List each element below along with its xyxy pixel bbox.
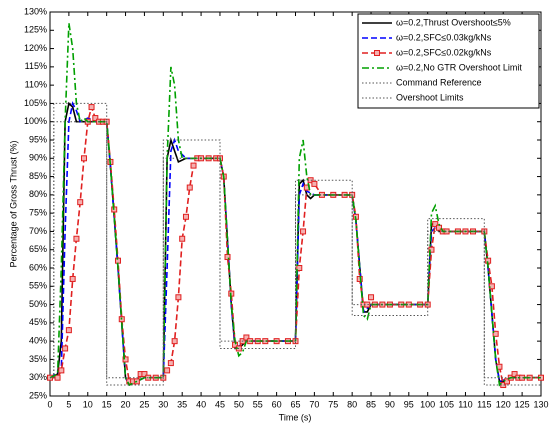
- marker: [65, 327, 72, 334]
- marker: [190, 162, 197, 169]
- y-tick-label: 30%: [29, 372, 47, 382]
- y-axis-label: Percentage of Gross Thrust (%): [8, 141, 18, 268]
- y-tick-label: 35%: [29, 354, 47, 364]
- y-tick-label: 55%: [29, 281, 47, 291]
- marker: [311, 180, 318, 187]
- marker: [186, 184, 193, 191]
- x-tick-label: 100: [420, 399, 435, 409]
- x-tick-label: 45: [215, 399, 225, 409]
- y-tick-label: 110%: [25, 80, 47, 90]
- x-tick-label: 60: [272, 399, 282, 409]
- x-tick-label: 5: [66, 399, 71, 409]
- x-tick-label: 15: [102, 399, 112, 409]
- marker: [58, 367, 65, 374]
- y-tick-label: 95%: [29, 134, 47, 144]
- x-tick-label: 25: [139, 399, 149, 409]
- marker: [300, 228, 307, 235]
- y-tick-label: 120%: [24, 43, 47, 53]
- x-tick-label: 20: [121, 399, 131, 409]
- x-tick-label: 110: [458, 399, 472, 409]
- marker: [432, 221, 439, 228]
- x-tick-label: 55: [253, 399, 263, 409]
- x-tick-label: 65: [290, 399, 300, 409]
- x-tick-label: 105: [439, 399, 454, 409]
- y-tick-label: 90%: [29, 153, 47, 163]
- marker: [511, 371, 518, 378]
- marker: [80, 155, 87, 162]
- x-tick-label: 130: [533, 399, 548, 409]
- marker: [175, 294, 182, 301]
- marker: [428, 246, 435, 253]
- y-tick-label: 50%: [29, 299, 47, 309]
- marker: [164, 367, 171, 374]
- x-tick-label: 50: [234, 399, 244, 409]
- marker: [54, 374, 61, 381]
- x-tick-label: 115: [477, 399, 491, 409]
- x-tick-label: 90: [385, 399, 395, 409]
- x-tick-label: 0: [47, 399, 52, 409]
- y-tick-label: 105%: [24, 98, 47, 108]
- y-tick-label: 100%: [24, 116, 47, 126]
- y-tick-label: 125%: [24, 25, 47, 35]
- legend-label: ω=0.2,No GTR Overshoot Limit: [396, 62, 522, 72]
- marker: [368, 294, 375, 301]
- marker: [224, 254, 231, 261]
- marker: [179, 235, 186, 242]
- series-line: [49, 22, 541, 387]
- marker: [364, 301, 371, 308]
- x-tick-label: 35: [177, 399, 187, 409]
- legend-label: Overshoot Limits: [396, 92, 464, 102]
- x-tick-label: 40: [196, 399, 206, 409]
- legend-label: ω=0.2,SFC≤0.02kg/kNs: [396, 47, 492, 57]
- marker: [182, 213, 189, 220]
- x-tick-label: 85: [366, 399, 376, 409]
- y-tick-label: 70%: [29, 226, 47, 236]
- x-tick-label: 125: [515, 399, 530, 409]
- series-line: [50, 102, 541, 386]
- y-tick-label: 75%: [29, 208, 47, 218]
- x-tick-label: 120: [496, 399, 511, 409]
- y-tick-label: 25%: [29, 390, 47, 400]
- y-tick-label: 40%: [29, 336, 47, 346]
- marker: [167, 360, 174, 367]
- legend-label: ω=0.2,SFC≤0.03kg/kNs: [396, 32, 492, 42]
- x-tick-label: 95: [404, 399, 414, 409]
- legend-box: [357, 13, 540, 109]
- x-tick-label: 70: [309, 399, 319, 409]
- marker: [69, 275, 76, 282]
- legend-label: Command Reference: [396, 77, 482, 87]
- marker: [62, 345, 69, 352]
- y-tick-label: 130%: [24, 6, 47, 16]
- x-tick-label: 80: [347, 399, 357, 409]
- legend-label: ω=0.2,Thrust Overshoot≤5%: [396, 17, 511, 27]
- y-tick-label: 80%: [29, 189, 47, 199]
- marker: [77, 199, 84, 206]
- marker: [73, 235, 80, 242]
- marker: [92, 115, 99, 122]
- marker: [122, 356, 129, 363]
- marker: [141, 371, 148, 378]
- y-tick-label: 65%: [29, 244, 47, 254]
- marker: [88, 104, 95, 111]
- y-tick-label: 115%: [25, 61, 47, 71]
- x-axis-label: Time (s): [279, 412, 312, 422]
- marker: [492, 330, 499, 337]
- y-tick-label: 85%: [29, 171, 47, 181]
- y-tick-label: 60%: [29, 262, 47, 272]
- y-tick-label: 45%: [29, 317, 47, 327]
- legend-marker: [374, 50, 380, 56]
- marker: [171, 338, 178, 345]
- marker: [243, 334, 250, 341]
- marker: [296, 265, 303, 271]
- x-tick-label: 30: [158, 399, 168, 409]
- x-tick-label: 75: [328, 399, 338, 409]
- x-tick-label: 10: [83, 399, 93, 409]
